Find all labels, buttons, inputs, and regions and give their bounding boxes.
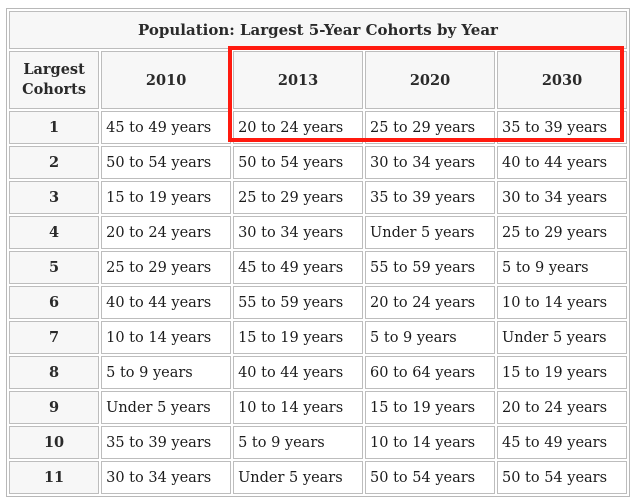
cohort-cell: 15 to 19 years (233, 321, 364, 354)
cohort-cell: 20 to 24 years (365, 286, 495, 319)
cohort-cell: 25 to 29 years (365, 111, 495, 144)
rank-cell: 4 (9, 216, 100, 249)
cohort-cell: 10 to 14 years (233, 391, 364, 424)
cohort-cell: 45 to 49 years (496, 426, 627, 459)
header-2010: 2010 (101, 51, 232, 109)
cohort-cell: 55 to 59 years (365, 251, 495, 284)
cohort-cell: 40 to 44 years (101, 286, 232, 319)
header-2030: 2030 (496, 51, 627, 109)
table-body: 1 45 to 49 years 20 to 24 years 25 to 29 ye… (9, 111, 627, 494)
cohort-cell: 50 to 54 years (365, 461, 495, 494)
cohort-cell: 35 to 39 years (496, 111, 627, 144)
cohort-cell: 5 to 9 years (365, 321, 495, 354)
cohort-cell: 25 to 29 years (496, 216, 627, 249)
cohort-cell: 60 to 64 years (365, 356, 495, 389)
cohort-cell: 40 to 44 years (233, 356, 364, 389)
cohort-cell: 20 to 24 years (496, 391, 627, 424)
cohort-cell: 55 to 59 years (233, 286, 364, 319)
rank-cell: 1 (9, 111, 100, 144)
rank-cell: 2 (9, 146, 100, 179)
cohort-cell: 10 to 14 years (365, 426, 495, 459)
cohort-cell: 30 to 34 years (365, 146, 495, 179)
cohort-cell: 15 to 19 years (101, 181, 232, 214)
table-row: 4 20 to 24 years 30 to 34 years Under 5 yea… (9, 216, 627, 249)
rank-cell: 9 (9, 391, 100, 424)
cohort-cell: 25 to 29 years (233, 181, 364, 214)
table-row: 3 15 to 19 years 25 to 29 years 35 to 39 ye… (9, 181, 627, 214)
cohort-cell: 15 to 19 years (496, 356, 627, 389)
cohort-cell: 10 to 14 years (496, 286, 627, 319)
cohort-cell: 50 to 54 years (233, 146, 364, 179)
header-2013: 2013 (233, 51, 364, 109)
rank-cell: 3 (9, 181, 100, 214)
cohort-cell: 5 to 9 years (101, 356, 232, 389)
cohort-cell: 5 to 9 years (496, 251, 627, 284)
cohort-cell: 50 to 54 years (496, 461, 627, 494)
cohort-cell: 20 to 24 years (233, 111, 364, 144)
table-title: Population: Largest 5-Year Cohorts by Ye… (9, 11, 627, 49)
cohort-cell: 50 to 54 years (101, 146, 232, 179)
cohort-cell: Under 5 years (365, 216, 495, 249)
cohort-cell: 45 to 49 years (101, 111, 232, 144)
header-largest-cohorts: Largest Cohorts (9, 51, 100, 109)
table-row: 6 40 to 44 years 55 to 59 years 20 to 24 ye… (9, 286, 627, 319)
cohort-cell: 20 to 24 years (101, 216, 232, 249)
table-row: 1 45 to 49 years 20 to 24 years 25 to 29 ye… (9, 111, 627, 144)
cohort-cell: 30 to 34 years (233, 216, 364, 249)
cohort-cell: 45 to 49 years (233, 251, 364, 284)
cohort-cell: Under 5 years (101, 391, 232, 424)
table-row: 9 Under 5 years 10 to 14 years 15 to 19 yea… (9, 391, 627, 424)
cohort-cell: Under 5 years (496, 321, 627, 354)
rank-cell: 8 (9, 356, 100, 389)
rank-cell: 5 (9, 251, 100, 284)
rank-cell: 7 (9, 321, 100, 354)
rank-cell: 6 (9, 286, 100, 319)
cohort-cell: 35 to 39 years (101, 426, 232, 459)
cohort-cell: 35 to 39 years (365, 181, 495, 214)
table-row: 11 30 to 34 years Under 5 years 50 to 54 ye… (9, 461, 627, 494)
cohort-cell: 30 to 34 years (101, 461, 232, 494)
header-2020: 2020 (365, 51, 495, 109)
cohort-cell: 15 to 19 years (365, 391, 495, 424)
cohort-cell: 30 to 34 years (496, 181, 627, 214)
cohort-cell: 25 to 29 years (101, 251, 232, 284)
table-row: 2 50 to 54 years 50 to 54 years 30 to 34 ye… (9, 146, 627, 179)
rank-cell: 10 (9, 426, 100, 459)
table-row: 10 35 to 39 years 5 to 9 years 10 to 14 yea… (9, 426, 627, 459)
cohort-cell: 40 to 44 years (496, 146, 627, 179)
table-row: 7 10 to 14 years 15 to 19 years 5 to 9 year… (9, 321, 627, 354)
cohorts-table: Population: Largest 5-Year Cohorts by Ye… (6, 8, 630, 497)
rank-cell: 11 (9, 461, 100, 494)
cohort-cell: 10 to 14 years (101, 321, 232, 354)
cohort-cell: 5 to 9 years (233, 426, 364, 459)
cohort-cell: Under 5 years (233, 461, 364, 494)
table-row: 5 25 to 29 years 45 to 49 years 55 to 59 ye… (9, 251, 627, 284)
